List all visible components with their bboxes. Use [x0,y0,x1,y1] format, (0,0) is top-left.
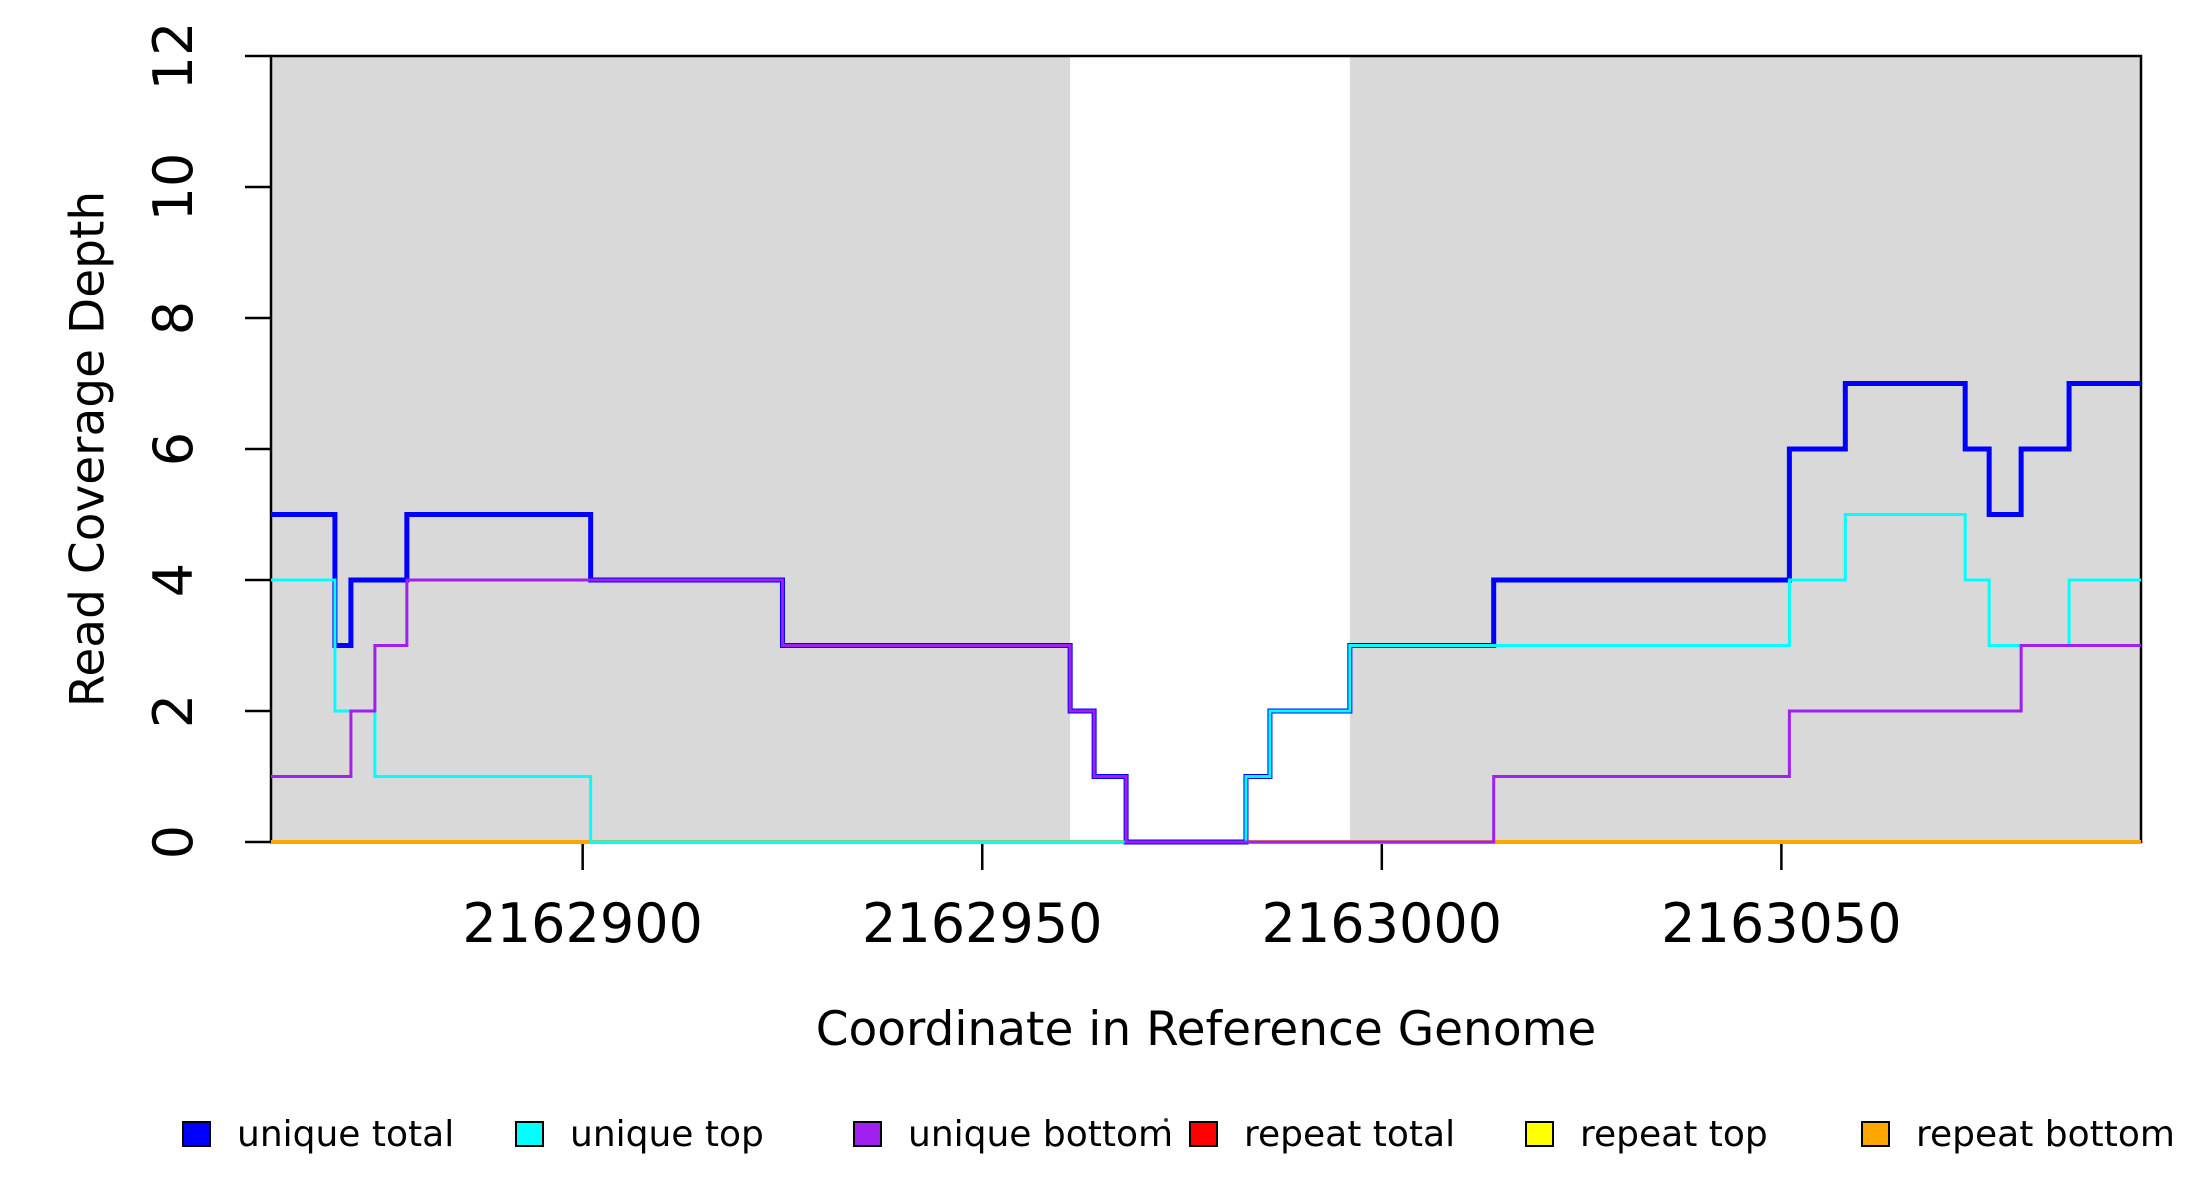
unique-top-swatch-icon [515,1121,544,1147]
legend-label: unique bottom [908,1113,1174,1155]
y-tick-label: 4 [142,563,205,597]
y-tick-label: 12 [142,22,205,91]
repeat-top-swatch-icon [1525,1121,1554,1147]
legend-item-repeat-total: repeat total [1189,1114,1455,1155]
unique-total-swatch-icon [182,1121,211,1147]
stray-dot-artifact [1164,1118,1168,1122]
legend-item-unique-top: unique top [515,1114,764,1155]
legend-item-unique-total: unique total [182,1114,454,1155]
x-axis-title: Coordinate in Reference Genome [815,1002,1597,1057]
legend-label: repeat top [1580,1113,1768,1155]
y-tick-label: 6 [142,432,205,466]
y-tick-label: 0 [142,825,205,859]
legend-item-repeat-bottom: repeat bottom [1861,1114,2175,1155]
x-tick-label: 2163050 [1661,892,1902,955]
unique-bottom-swatch-icon [853,1121,882,1147]
repeat-bottom-swatch-icon [1861,1121,1890,1147]
legend-label: unique top [570,1113,764,1155]
x-tick-label: 2162900 [462,892,703,955]
repeat-total-swatch-icon [1189,1121,1218,1147]
legend-label: repeat total [1244,1113,1456,1155]
series-unique-bottom [271,578,2141,844]
shaded-region [271,56,1071,842]
y-tick-label: 8 [142,301,205,335]
y-tick-label: 2 [142,694,205,728]
legend-item-unique-bottom: unique bottom [853,1114,1173,1155]
y-tick-label: 10 [142,153,205,222]
y-axis-title: Read Coverage Depth [60,190,116,708]
legend-label: repeat bottom [1916,1113,2175,1155]
x-tick-label: 2162950 [862,892,1103,955]
legend-item-repeat-top: repeat top [1525,1114,1768,1155]
x-tick-label: 2163000 [1262,892,1503,955]
series-unique-top [271,513,2141,844]
legend-label: unique total [237,1113,455,1155]
